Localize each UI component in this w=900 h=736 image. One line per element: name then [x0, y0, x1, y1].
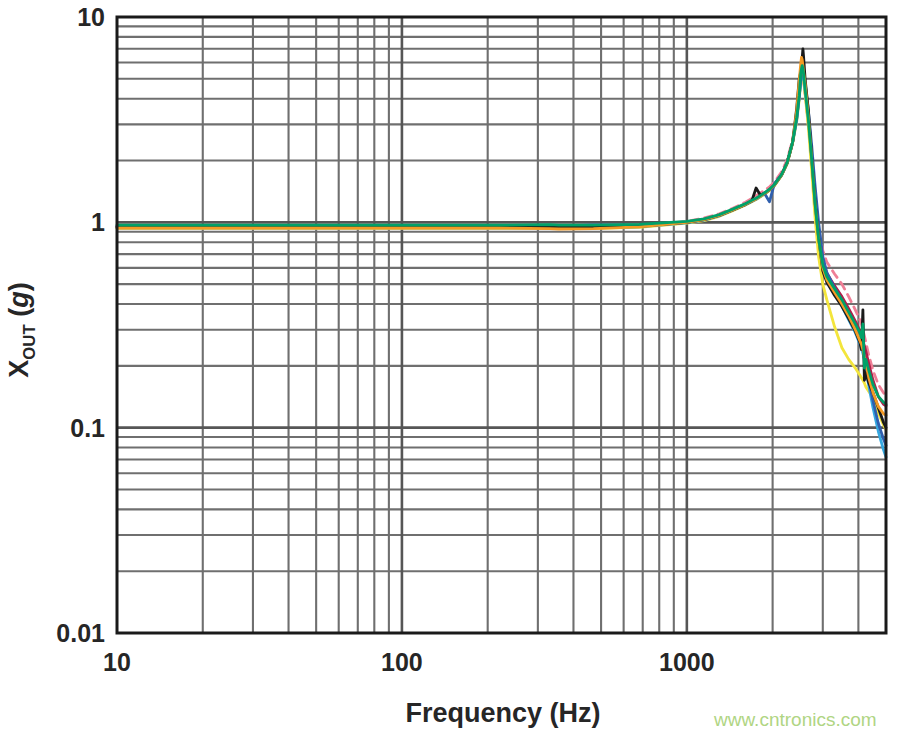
plot-area	[0, 0, 900, 736]
series-black	[117, 49, 886, 428]
y-axis-title: XOUT (g)	[4, 282, 39, 377]
x-axis-title: Frequency (Hz)	[405, 698, 600, 729]
plot-border	[117, 17, 886, 633]
frequency-response-chart: XOUT (g) Frequency (Hz) www.cntronics.co…	[0, 0, 900, 736]
series-light-blue	[117, 71, 886, 457]
watermark: www.cntronics.com	[714, 709, 877, 731]
series-yellow	[117, 73, 886, 430]
y-tick-label-0.1: 0.1	[25, 415, 105, 440]
y-tick-label-0.01: 0.01	[25, 621, 105, 646]
y-tick-label-1: 1	[25, 210, 105, 235]
series-dark-red	[117, 70, 886, 405]
series-orange	[117, 58, 886, 416]
x-tick-label-1000: 1000	[659, 650, 715, 675]
series-pink	[117, 75, 886, 397]
y-tick-label-10: 10	[25, 5, 105, 30]
x-tick-label-10: 10	[103, 650, 131, 675]
series-green	[117, 66, 886, 405]
x-tick-label-100: 100	[381, 650, 423, 675]
